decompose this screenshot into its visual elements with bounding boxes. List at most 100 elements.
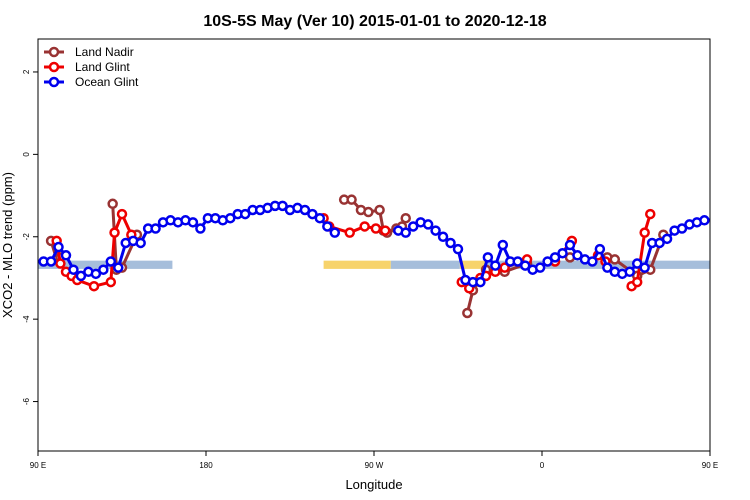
data-point — [572, 250, 583, 261]
data-point — [322, 221, 333, 232]
data-point — [594, 243, 606, 255]
land-band-2 — [390, 260, 460, 269]
data-point — [239, 208, 251, 220]
x-axis: 90 E 180 90 W 0 90 E — [30, 451, 718, 470]
x-tick-label: 180 — [199, 461, 213, 470]
data-point — [645, 208, 656, 220]
y-tick-label: 2 — [22, 69, 31, 74]
chart-title: 10S-5S May (Ver 10) 2015-01-01 to 2020-1… — [203, 13, 546, 30]
data-point — [98, 264, 109, 275]
data-point — [639, 262, 650, 273]
data-point — [676, 223, 688, 234]
data-point — [654, 237, 665, 249]
legend-item: Land Glint — [44, 60, 130, 74]
data-point — [499, 262, 510, 273]
y-tick-label: -4 — [22, 315, 31, 323]
data-point — [400, 227, 411, 238]
data-point — [407, 221, 419, 232]
data-point — [150, 223, 161, 234]
data-point — [195, 223, 206, 234]
data-point — [135, 237, 146, 249]
series-land-glint — [51, 208, 656, 294]
data-point — [587, 256, 598, 267]
data-point — [107, 198, 118, 210]
x-tick-label: 0 — [540, 461, 545, 470]
land-band-4 — [486, 260, 710, 269]
data-point — [542, 256, 553, 267]
data-point — [475, 276, 486, 288]
land-band-3 — [459, 260, 486, 269]
data-point — [88, 280, 100, 292]
data-point — [564, 239, 576, 251]
data-point — [557, 247, 568, 259]
legend-item: Ocean Glint — [44, 75, 139, 89]
legend-item: Land Nadir — [44, 45, 134, 59]
data-point — [445, 237, 456, 249]
land-bands — [38, 260, 710, 269]
legend-marker — [48, 61, 60, 73]
y-tick-label: -2 — [22, 233, 31, 241]
y-axis: 2 0 -2 -4 -6 — [22, 69, 38, 405]
data-point — [482, 252, 494, 263]
data-point — [452, 243, 464, 255]
data-point — [422, 219, 434, 230]
data-point — [53, 241, 64, 253]
x-axis-label: Longitude — [345, 477, 402, 492]
data-point — [299, 204, 311, 216]
x-tick-label: 90 W — [365, 461, 384, 470]
data-point — [639, 227, 650, 238]
data-point — [346, 194, 357, 205]
data-point — [187, 217, 199, 228]
legend-marker — [48, 76, 60, 88]
legend-label: Land Nadir — [75, 45, 134, 59]
data-point — [631, 258, 643, 269]
data-point — [609, 254, 621, 265]
data-point — [462, 307, 473, 319]
data-point — [113, 262, 124, 273]
data-point — [631, 276, 643, 288]
series-layer — [38, 194, 710, 319]
land-band-0 — [38, 260, 173, 269]
series-ocean-glint — [38, 200, 710, 288]
data-point — [490, 260, 501, 271]
data-point — [370, 223, 382, 234]
data-point — [90, 268, 102, 280]
data-point — [359, 221, 370, 232]
legend-label: Ocean Glint — [75, 75, 139, 89]
data-point — [430, 225, 441, 236]
data-point — [497, 239, 509, 251]
data-point — [661, 233, 673, 245]
data-point — [437, 231, 449, 243]
data-point — [400, 212, 411, 224]
data-point — [534, 262, 546, 273]
y-tick-label: -6 — [22, 397, 31, 405]
y-axis-label: XCO2 - MLO trend (ppm) — [0, 172, 15, 318]
land-band-1 — [323, 260, 391, 269]
data-point — [277, 200, 288, 212]
data-point — [602, 262, 613, 273]
data-point — [60, 250, 72, 261]
legend-marker — [48, 46, 60, 58]
data-point — [379, 225, 391, 236]
x-tick-label: 90 E — [702, 461, 718, 470]
data-point — [68, 264, 79, 275]
data-point — [512, 256, 523, 267]
data-point — [105, 256, 117, 267]
data-point — [45, 256, 57, 267]
data-point — [374, 204, 385, 216]
data-point — [624, 266, 635, 278]
data-point — [699, 215, 710, 226]
data-point — [549, 252, 561, 263]
data-point — [519, 260, 531, 271]
data-point — [55, 258, 66, 269]
data-point — [225, 212, 236, 224]
data-point — [314, 212, 326, 224]
data-point — [344, 227, 355, 238]
x-tick-label: 90 E — [30, 461, 46, 470]
data-point — [329, 227, 341, 238]
legend-label: Land Glint — [75, 60, 130, 74]
data-point — [363, 206, 374, 218]
data-point — [105, 276, 117, 288]
